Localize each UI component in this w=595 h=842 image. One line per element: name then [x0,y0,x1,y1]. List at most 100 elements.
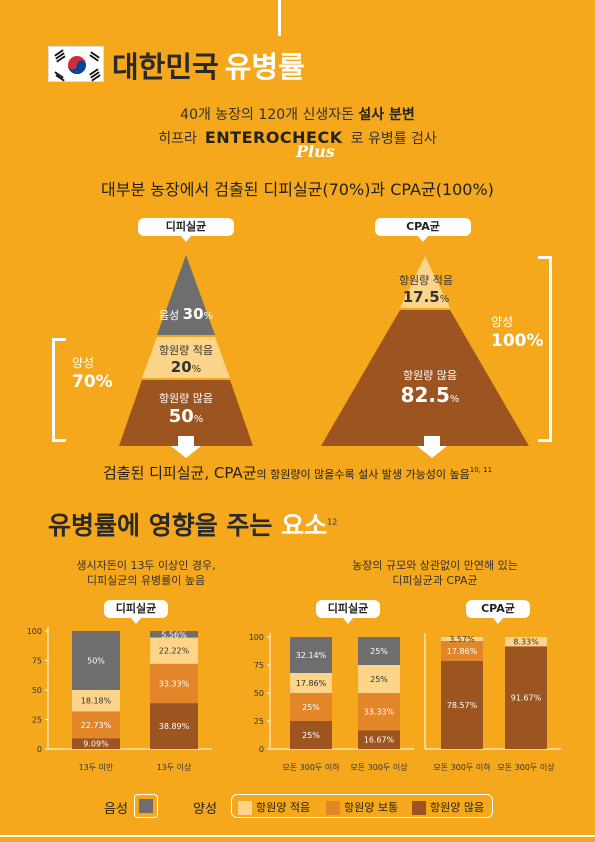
y-tick-label: 50 [254,689,264,698]
level-unit: % [449,394,460,405]
right-positive-value: 100% [491,331,544,351]
level-unit: % [203,311,214,322]
y-tick-label: 100 [249,633,264,642]
conclusion-ref: 10, 11 [469,466,493,474]
page-title: 대한민국 유병률 [112,44,305,86]
level-label: 항원량 많음 [158,392,214,405]
bar-data-label: 8.33% [513,638,539,647]
bar-segment [290,721,332,749]
level-unit: % [193,414,204,425]
y-tick-label: 50 [32,686,42,695]
bar-data-label: 38.89% [159,722,190,731]
legend-positive-group: 양성 [193,802,217,817]
level-value: 82.5 [400,383,450,407]
bar-segment [72,631,120,690]
brand-plus: Plus [296,142,335,161]
left-subtitle: 생시자돈이 13두 이상인 경우, 디피실균의 유병률이 높음 [36,558,256,588]
level-unit: % [191,364,202,375]
pyramid-right-low [400,256,450,308]
bar-data-label: 18.18% [81,697,112,706]
y-tick-label: 25 [32,716,42,725]
bar-segment [441,640,483,662]
level-unit: % [439,294,450,305]
x-category-label: 모돈 300두 이하 [282,762,340,772]
legend-negative-swatch [139,799,153,813]
intro-line-1: 40개 농장의 120개 신생자돈 설사 분변 [0,104,595,124]
bar-data-label: 50% [87,657,105,666]
conclusion-main: 검출된 디피실균, CPA균 [102,464,257,482]
intro-pre: 히프라 [158,131,197,147]
bar-segment [358,730,400,749]
bar-data-label: 9.09% [83,740,109,749]
bar-data-label: 33.33% [364,708,395,717]
section-title-dark: 유병률에 영향을 주는 [48,511,273,540]
bar-data-label: 22.73% [81,721,112,730]
y-tick-label: 75 [254,661,264,670]
pyramid-left-low [142,337,230,378]
bar-data-label: 25% [302,703,320,712]
bar-segment [150,703,198,749]
y-tick-label: 25 [254,717,264,726]
legend-item-medium: 항원양 보통 [326,799,398,815]
bar-data-label: 25% [370,647,388,656]
title-white: 유병률 [224,50,305,84]
y-tick-label: 0 [259,745,264,754]
y-tick-label: 75 [32,657,42,666]
section-title: 유병률에 영향을 주는 요소12 [48,506,337,542]
bar-segment [441,661,483,749]
subtitle-line: 생시자돈이 13두 이상인 경우, [76,559,216,572]
conclusion-small: 의 항원량이 많을수록 설사 발생 가능성이 높음 [256,468,470,481]
pyramid-left-level-1: 음성 30% [146,305,226,323]
pyramid-right-tag: CPA균 [375,218,471,242]
subtitle-line: 농장의 규모와 상관없이 만연해 있는 [352,559,518,572]
bar-data-label: 32.14% [296,651,327,660]
legend-item-low: 항원양 적음 [238,799,310,815]
bar-segment [72,711,120,739]
bottom-divider-line [0,835,595,837]
arrow-down-icon [171,436,201,458]
subtitle-line: 디피실균의 유병률이 높음 [86,574,206,587]
y-tick-label: 100 [27,627,42,636]
bar-segment [150,637,198,664]
x-category-label: 모돈 300두 이상 [497,762,555,772]
bar-segment [290,672,332,693]
bar-segment [505,646,547,749]
pyramid-right-level-2: 항원량 많음 82.5% [375,367,485,407]
top-divider-line [278,0,281,36]
bar-segment [290,637,332,673]
bar-data-label: 5.56% [161,630,187,639]
pyramid-right-level-1: 항원량 적음 17.5% [388,272,464,306]
x-category-label: 모돈 300두 이하 [433,762,491,772]
legend-negative-frame [134,794,158,818]
legend-label: 항원양 보통 [344,801,399,814]
pyramid-left-high [119,380,253,446]
section-title-white: 요소 [281,511,328,540]
level-value: 50 [168,406,194,427]
level-value: 30 [182,305,204,323]
bar-data-label: 91.67% [511,694,542,703]
chart2-tag: 디피실균 [316,600,380,624]
left-bracket [52,338,66,442]
pyramid-left-level-3: 항원량 많음 50% [136,390,236,427]
title-dark: 대한민국 [112,50,219,84]
korea-flag-icon [48,46,104,82]
bar-segment [358,665,400,693]
intro-post: 로 유병률 검사 [350,131,437,147]
bar-data-label: 25% [370,675,388,684]
level-value: 20 [170,358,192,376]
chart3-tag: CPA균 [466,600,530,624]
level-label: 항원량 적음 [158,344,214,357]
bar-data-label: 33.33% [159,679,190,688]
right-bracket [538,256,552,442]
bar-segment [358,693,400,731]
left-positive-value: 70% [72,372,113,392]
legend-label: 항원양 많음 [430,801,485,814]
bar-data-label: 22.22% [159,647,190,656]
bar-segment [441,637,483,641]
bar-data-label: 3.57% [449,635,475,644]
chart1-tag: 디피실균 [104,600,168,624]
level-label: 음성 [158,309,180,322]
bar-data-label: 17.86% [296,679,327,688]
